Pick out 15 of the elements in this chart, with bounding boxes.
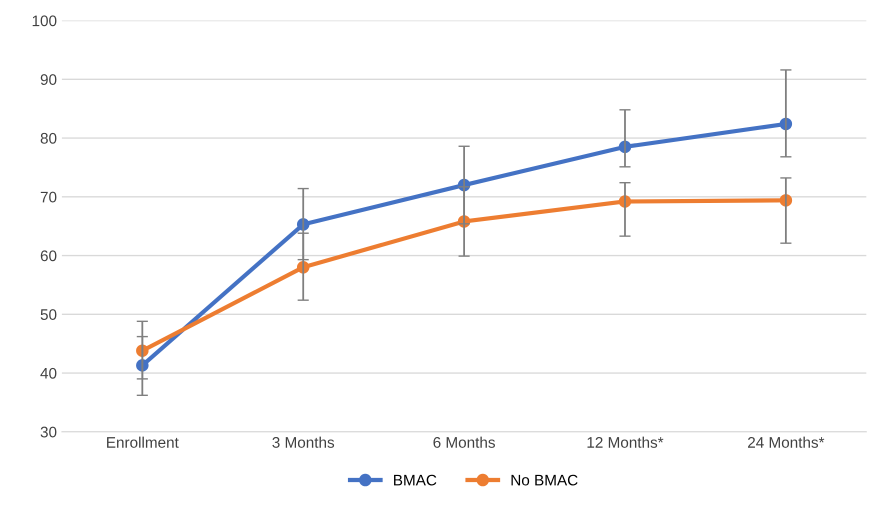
y-tick-label: 70	[40, 192, 56, 202]
x-tick-label: Enrollment	[107, 436, 179, 448]
y-tick-label: 30	[40, 426, 56, 438]
y-tick-label: 60	[40, 250, 56, 262]
legend-label: No BMAC	[512, 474, 578, 486]
y-tick-label: 40	[40, 368, 56, 379]
y-tick-label: 90	[40, 74, 56, 85]
x-tick-label: 12 Months*	[588, 436, 664, 448]
y-tick-label: 100	[32, 15, 56, 26]
x-tick-label: 24 Months*	[748, 436, 824, 448]
y-tick-label: 50	[40, 309, 56, 320]
x-tick-label: 3 Months	[272, 436, 334, 448]
x-tick-label: 6 Months	[433, 436, 495, 448]
legend-label: BMAC	[394, 474, 436, 486]
y-tick-label: 80	[40, 132, 56, 144]
